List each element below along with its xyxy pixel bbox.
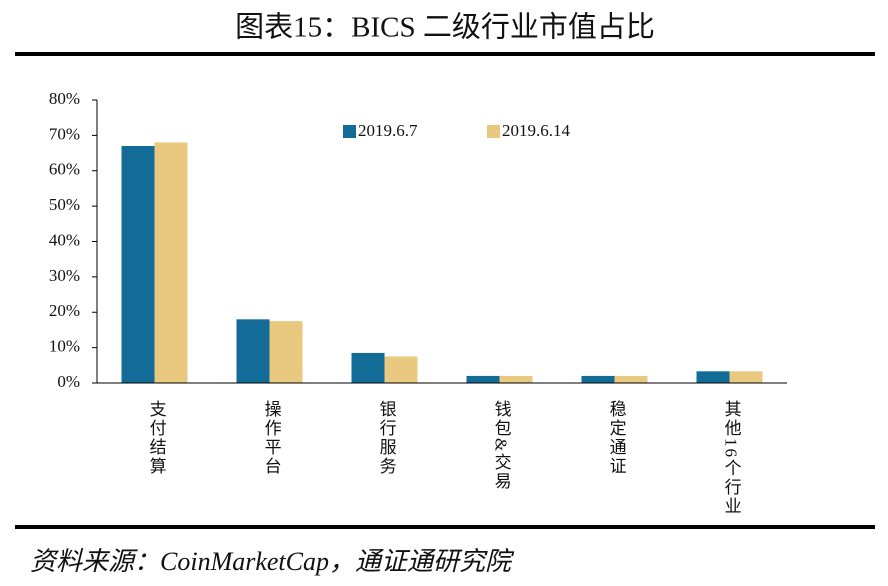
y-tick-label: 20% [49, 301, 80, 320]
bar [696, 371, 730, 383]
bar [384, 356, 418, 383]
bar [154, 142, 188, 383]
y-tick-label: 80% [49, 89, 80, 108]
y-tick-label: 40% [49, 230, 80, 249]
chart-title: 图表15：BICS 二级行业市值占比 [235, 11, 655, 44]
bar [466, 375, 500, 383]
bar [351, 352, 385, 383]
y-tick-label: 50% [49, 195, 80, 214]
bar [121, 145, 155, 383]
y-tick-label: 30% [49, 266, 80, 285]
y-tick-label: 10% [49, 337, 80, 356]
legend-swatch [487, 125, 500, 138]
legend-label: 2019.6.14 [502, 121, 571, 140]
x-tick-label: 钱包&交易 [492, 400, 512, 491]
bar [614, 375, 648, 383]
x-tick-label: 支付结算 [147, 400, 167, 476]
bar [729, 371, 763, 383]
x-tick-label: 稳定通证 [607, 400, 627, 476]
bar [236, 319, 270, 383]
y-tick-label: 0% [57, 372, 80, 391]
bar [499, 375, 533, 383]
bar [269, 321, 303, 383]
x-tick-label: 银行服务 [377, 400, 397, 476]
y-tick-label: 60% [49, 160, 80, 179]
legend-swatch [343, 125, 356, 138]
bar [581, 375, 615, 383]
x-tick-label: 操作平台 [262, 400, 282, 476]
y-tick-label: 70% [49, 124, 80, 143]
source-note: 资料来源：CoinMarketCap，通证通研究院 [30, 547, 515, 576]
x-tick-label: 其他16个行业 [722, 400, 742, 516]
legend-label: 2019.6.7 [358, 121, 418, 140]
